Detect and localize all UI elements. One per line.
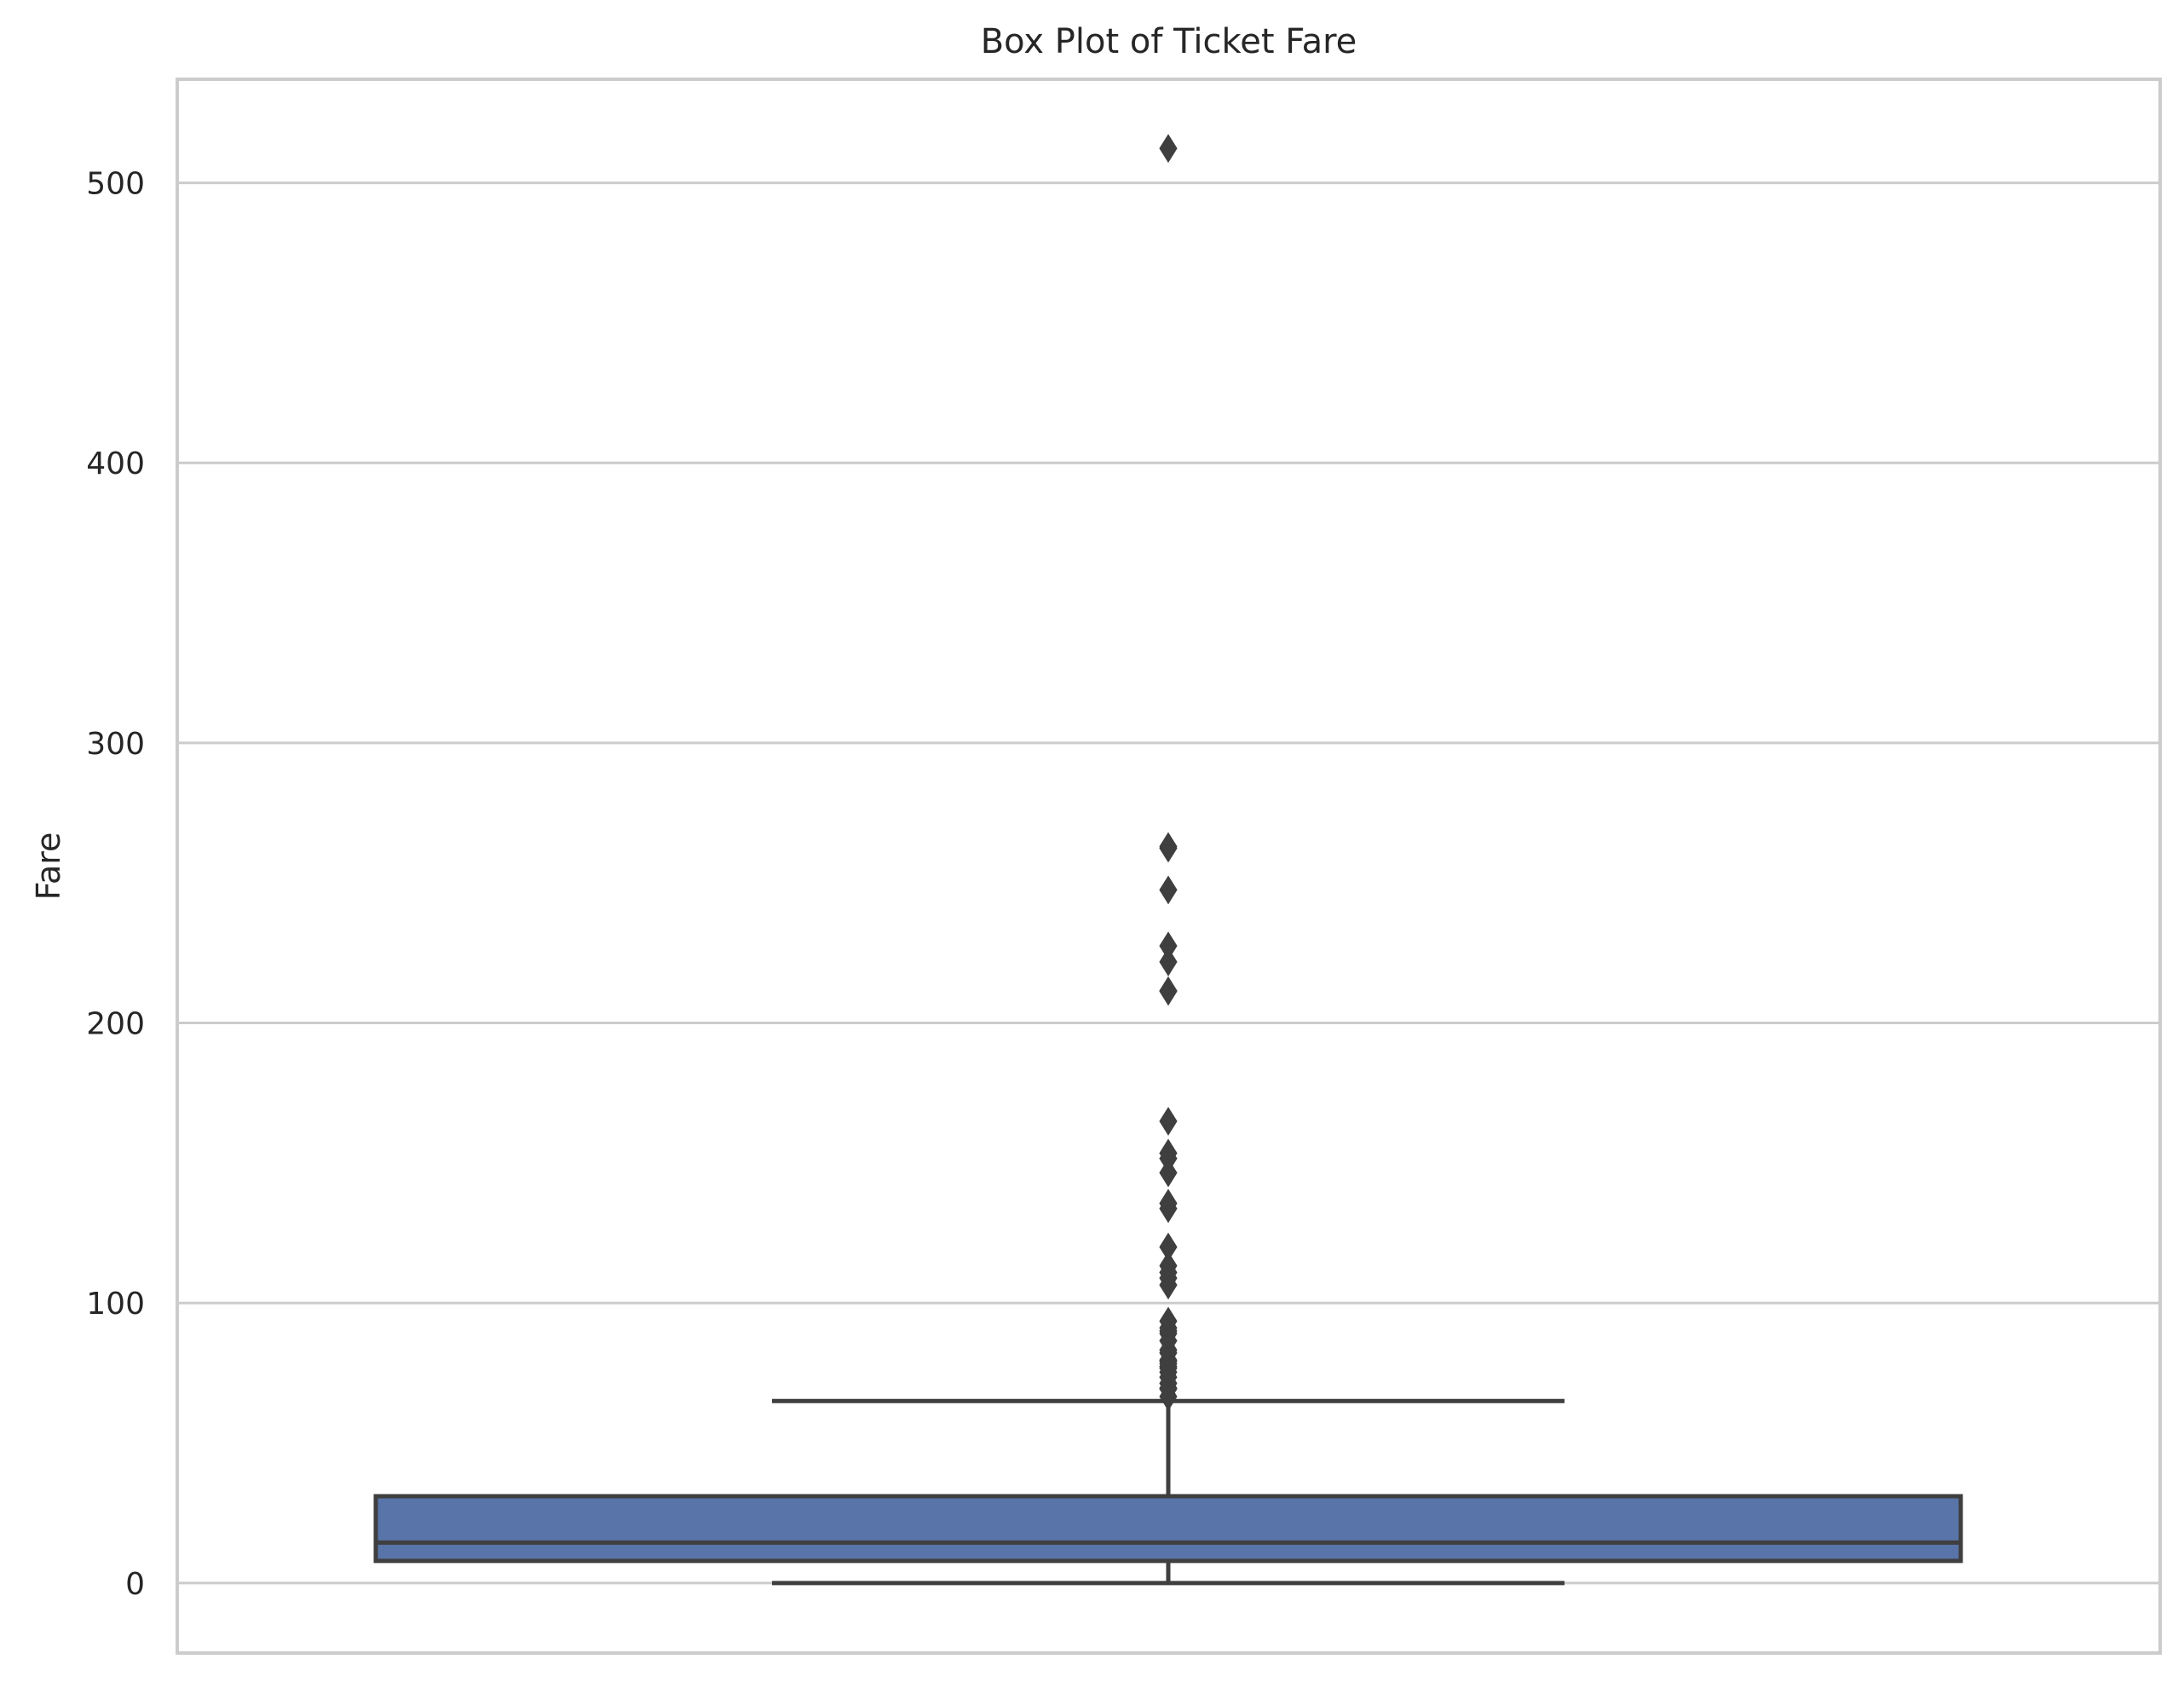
- grid-lines: [177, 181, 2160, 1585]
- y-tick-labels: 0 100 200 300 400 500: [86, 167, 145, 1602]
- outlier-point: [1159, 134, 1178, 164]
- chart-title: Box Plot of Ticket Fare: [981, 22, 1357, 61]
- outlier-point: [1159, 875, 1178, 905]
- outlier-point: [1159, 976, 1178, 1006]
- y-tick-label: 200: [86, 1007, 145, 1042]
- box-plot: [373, 1398, 1963, 1586]
- outlier-point: [1159, 947, 1178, 976]
- axes-frame: [176, 78, 2162, 1655]
- outlier-point: [1159, 1106, 1178, 1136]
- outlier-point: [1159, 1194, 1178, 1224]
- interquartile-box: [373, 1494, 1963, 1564]
- y-tick-label: 300: [86, 727, 145, 762]
- outlier-points: [1159, 134, 1178, 1411]
- y-tick-label: 400: [86, 446, 145, 481]
- y-tick-label: 500: [86, 167, 145, 202]
- outlier-point: [1159, 833, 1178, 863]
- y-tick-label: 0: [125, 1567, 145, 1602]
- y-axis-title: Fare: [30, 832, 67, 901]
- outlier-point: [1159, 1270, 1178, 1300]
- y-tick-label: 100: [86, 1287, 145, 1322]
- outlier-point: [1159, 1382, 1178, 1411]
- outlier-point: [1159, 1158, 1178, 1188]
